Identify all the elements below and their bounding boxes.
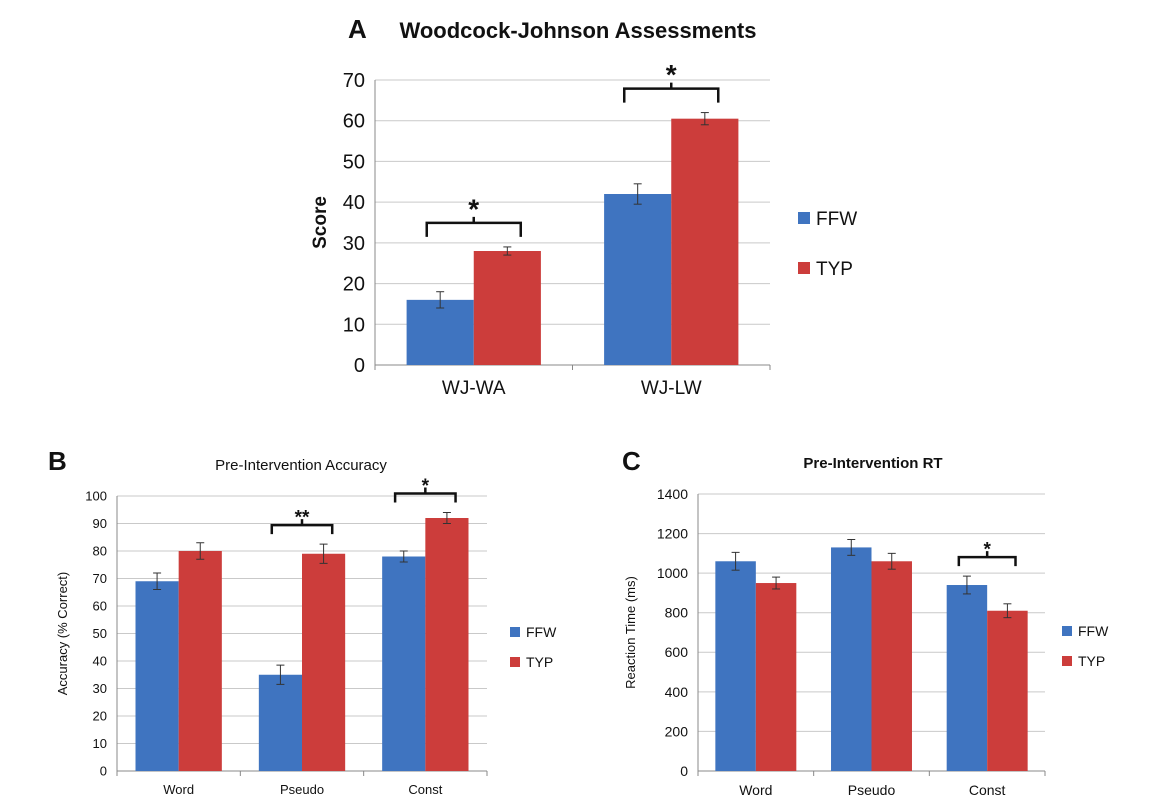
bar-ffw-wj-lw [604,194,672,365]
bar-ffw-word [715,561,756,771]
bar-typ-wj-lw [671,118,739,365]
x-category-label-pseudo: Pseudo [848,782,896,798]
x-category-label-const: Const [969,782,1006,798]
x-category-label-const: Const [408,782,442,797]
y-axis-label: Accuracy (% Correct) [55,572,70,696]
legend-label-typ: TYP [816,259,853,280]
significance-label-wj-lw: * [666,59,677,90]
legend-label-ffw: FFW [816,209,857,230]
y-tick-label: 1200 [657,525,688,541]
y-tick-label: 60 [343,111,365,133]
legend-swatch-typ [510,657,520,667]
bar-ffw-const [382,556,426,771]
y-tick-label: 90 [93,516,107,531]
y-tick-label: 30 [343,233,365,255]
chart-woodcock-johnson: 0 10 20 30 40 50 60 70 WJ-WA WJ-LW * * Woodcock-John… [310,18,857,399]
bar-typ-wj-wa [473,251,541,365]
legend-label-ffw: FFW [526,624,557,640]
y-tick-label: 40 [93,654,107,669]
y-tick-label: 0 [680,763,688,779]
chart-title: Pre-Intervention RT [803,455,942,472]
y-tick-label: 20 [93,709,107,724]
chart-pre-intervention-rt: 0 200 400 600 800 1000 1200 1400 Word Pseudo Const… [623,455,1109,798]
bar-ffw-pseudo [258,674,302,771]
y-tick-label: 20 [343,274,365,296]
bar-typ-word [178,551,222,771]
legend-swatch-ffw [510,627,520,637]
y-tick-label: 200 [665,723,689,739]
legend-label-typ: TYP [1078,653,1105,669]
bar-ffw-pseudo [831,547,872,771]
significance-label-const: * [983,540,991,561]
bar-typ-const [987,610,1028,771]
legend-swatch-typ [798,262,810,274]
y-tick-label: 800 [665,605,689,621]
panel-letter-c: C [622,446,641,476]
y-tick-label: 50 [93,626,107,641]
bar-ffw-const [946,585,988,771]
bar-typ-pseudo [302,553,346,771]
x-category-label-word: Word [739,782,772,798]
significance-bracket-wj-lw [622,82,720,103]
y-tick-label: 400 [665,684,689,700]
significance-bracket-pseudo [270,519,334,535]
y-tick-label: 10 [93,736,107,751]
bar-typ-pseudo [871,561,912,771]
y-tick-label: 70 [343,70,365,92]
y-tick-label: 60 [93,599,107,614]
significance-bracket-wj-wa [425,216,523,237]
x-category-label-wj-lw: WJ-LW [641,378,702,399]
y-tick-label: 80 [93,544,107,559]
x-category-label-word: Word [163,782,194,797]
y-tick-label: 10 [343,314,365,336]
y-tick-label: 600 [665,644,689,660]
y-tick-label: 40 [343,192,365,214]
legend-swatch-typ [1062,656,1072,666]
significance-label-wj-wa: * [468,193,479,224]
bar-typ-word [755,583,797,771]
y-tick-label: 1400 [657,486,688,502]
bar-ffw-word [135,581,179,771]
x-category-label-pseudo: Pseudo [280,782,324,797]
x-category-label-wj-wa: WJ-WA [442,378,506,399]
significance-bracket-const [393,487,457,503]
chart-title: Pre-Intervention Accuracy [215,457,387,474]
y-tick-label: 30 [93,681,107,696]
y-tick-label: 50 [343,151,365,173]
chart-title: Woodcock-Johnson Assessments [400,18,757,43]
y-axis-label: Reaction Time (ms) [623,576,638,689]
panel-letter-b: B [48,446,67,476]
legend-label-ffw: FFW [1078,623,1109,639]
panel-letter-a: A [348,14,367,44]
y-tick-label: 70 [93,571,107,586]
legend-swatch-ffw [1062,626,1072,636]
y-tick-label: 100 [85,489,107,504]
significance-label-const: * [422,476,430,497]
y-tick-label: 0 [100,764,107,779]
bar-typ-const [425,518,469,771]
legend-swatch-ffw [798,212,810,224]
y-tick-label: 1000 [657,565,688,581]
y-tick-label: 0 [354,355,365,377]
significance-bracket-const [957,551,1017,567]
y-axis-label: Score [310,196,331,249]
significance-label-pseudo: ** [295,508,310,529]
legend-label-typ: TYP [526,654,553,670]
bar-ffw-wj-wa [406,299,474,365]
